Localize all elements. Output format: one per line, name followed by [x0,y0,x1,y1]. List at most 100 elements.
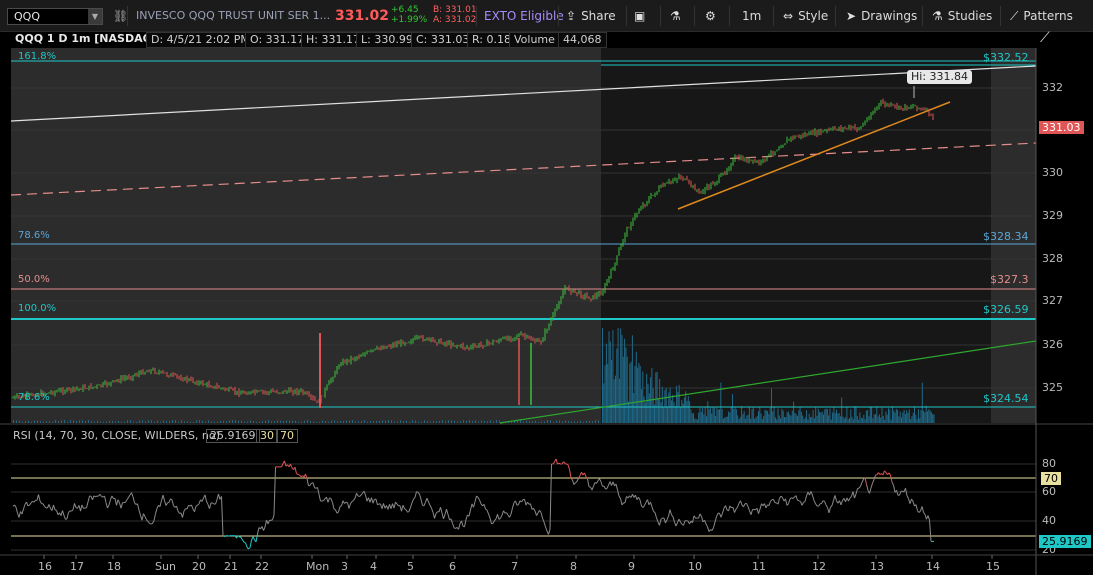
time-axis-label: 3 [341,560,348,573]
trendline-dashed [10,142,1037,196]
premarket-shade [11,48,601,423]
session-shade [601,48,991,423]
time-axis-label: Sun [155,560,176,573]
fib-price-100: $326.59 [983,303,1029,316]
time-axis-label: 21 [224,560,238,573]
rsi-axis-label: 60 [1042,485,1056,498]
price-axis-label: 328 [1042,252,1063,265]
price-chart[interactable] [0,48,1093,575]
time-axis-label: 8 [570,560,577,573]
flask-icon: ⚗ [670,9,681,23]
cursor-icon: ➤ [846,9,857,23]
price-axis-label: 329 [1042,209,1063,222]
bar-open: O: 331.17 [245,32,310,48]
last-price: 331.02 [335,8,390,24]
rsi-oversold: 30 [256,429,278,443]
bar-close: C: 331.03 [411,32,475,48]
bar-range: R: 0.18 [467,32,516,48]
share-icon: ⇪ [566,9,577,23]
time-axis-label: 16 [38,560,52,573]
time-axis-label: 20 [192,560,206,573]
drawing-tool-icon[interactable]: ⟋ [1040,30,1050,46]
time-axis-label: 14 [926,560,940,573]
patterns-icon: ⟋ [1010,9,1019,23]
patterns-button[interactable]: ⟋ Patterns [1010,0,1073,32]
price-candles [12,98,934,408]
rsi-axis-label: 80 [1042,457,1056,470]
time-axis-label: 4 [370,560,377,573]
time-axis-label: 18 [107,560,121,573]
share-button[interactable]: ⇪ Share [566,0,616,32]
price-axis-label: 325 [1042,381,1063,394]
price-axis-label: 330 [1042,166,1063,179]
trendline-green [499,340,1037,424]
rsi-label: RSI (14, 70, 30, CLOSE, WILDERS, no) [13,429,220,442]
afterhours-shade [991,48,1036,423]
rsi-value-tag: 25.9169 [1039,535,1091,548]
ask-price: A: 331.02 [433,15,477,25]
time-axis-label: 6 [449,560,456,573]
price-axis-label: 326 [1042,338,1063,351]
chart-header: QQQ 1 D 1m [NASDAQ] D: 4/5/21 2:02 PM O:… [0,30,1093,48]
time-axis-label: 10 [688,560,702,573]
time-axis-label: 17 [70,560,84,573]
chart-title: QQQ 1 D 1m [NASDAQ] [15,32,157,45]
last-price-tag: 331.03 [1039,121,1084,134]
chart-style-icon: ⇔ [783,9,794,23]
drawings-label: Drawings [861,9,918,23]
volume-value: 44,068 [558,32,607,48]
rsi-axis-label: 40 [1042,514,1056,527]
time-axis-label: 9 [628,560,635,573]
fib-label-50: 50.0% [18,274,50,285]
fib-label-786b: 78.6% [18,392,50,403]
interval-button[interactable]: 1m [742,9,762,23]
toolbar: QQQ ▼ ⛓ INVESCO QQQ TRUST UNIT SER 1... … [0,0,1093,32]
rsi-70-tag: 70 [1041,472,1061,485]
symbol-input[interactable]: QQQ ▼ [7,8,103,25]
link-icon[interactable]: ⛓ [113,9,129,23]
flask-button[interactable]: ⚗ [670,0,686,32]
bar-date: D: 4/5/21 2:02 PM [146,32,255,48]
studies-label: Studies [947,9,993,23]
style-button[interactable]: ⇔ Style [783,0,828,32]
price-axis-label: 327 [1042,294,1063,307]
time-axis-label: 13 [870,560,884,573]
chevron-down-icon[interactable]: ▼ [88,9,102,24]
rsi-line [12,458,934,550]
volume-bars [13,328,935,423]
volume-label: Volume [509,32,560,48]
trendline-white [10,65,1037,122]
high-marker: Hi: 331.84 [907,70,973,84]
flask-icon: ⚗ [932,9,943,23]
security-name: INVESCO QQQ TRUST UNIT SER 1... [136,9,331,22]
fib-label-1618: 161.8% [18,51,57,62]
share-label: Share [581,9,616,23]
bar-high: H: 331.17 [301,32,365,48]
rsi-value: 25.9169 [206,429,260,443]
drawings-button[interactable]: ➤ Drawings [846,0,917,32]
fib-price-top: $332.52 [983,51,1029,64]
fib-price-low: $324.54 [983,392,1029,405]
fib-label-100: 100.0% [18,303,57,314]
bid-price: B: 331.01 [433,5,477,15]
settings-button[interactable]: ⚙ [705,0,721,32]
studies-button[interactable]: ⚗ Studies [932,0,992,32]
time-axis-label: 11 [752,560,766,573]
price-axis-label: 332 [1042,81,1063,94]
time-axis-label: 22 [255,560,269,573]
time-axis-label: Mon [306,560,330,573]
flexible-grid-button[interactable]: ▣ [634,0,650,32]
time-axis-label: 12 [812,560,826,573]
pct-change: +1.99% [391,15,428,25]
fib-label-786: 78.6% [18,230,50,241]
style-label: Style [798,9,829,23]
grid-icon: ▣ [634,9,646,23]
exto-eligible-link[interactable]: EXTO Eligible [484,9,564,23]
time-axis-label: 5 [407,560,414,573]
net-change: +6.45 [391,5,419,15]
time-axis-label: 7 [511,560,518,573]
gear-icon: ⚙ [705,9,716,23]
symbol-value: QQQ [14,10,40,23]
rsi-overbought: 70 [276,429,298,443]
time-axis-label: 15 [986,560,1000,573]
